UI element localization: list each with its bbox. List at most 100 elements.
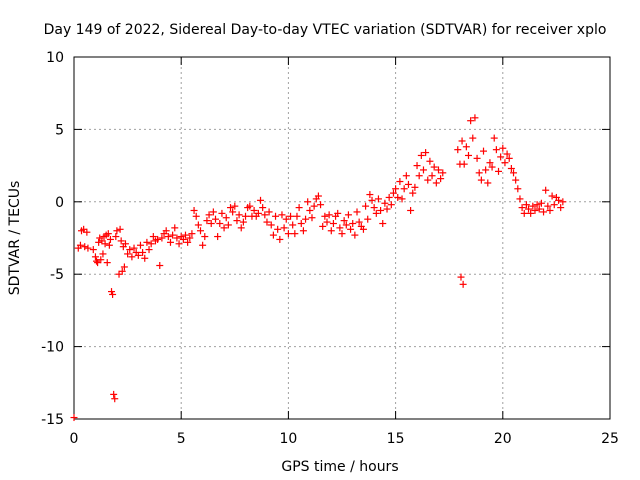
data-point bbox=[242, 212, 250, 220]
data-point bbox=[269, 231, 277, 239]
data-point bbox=[422, 149, 430, 157]
data-point bbox=[492, 146, 500, 154]
data-point bbox=[214, 233, 222, 241]
data-point bbox=[246, 202, 254, 210]
data-point bbox=[555, 196, 563, 204]
y-tick-label: -15 bbox=[41, 412, 64, 428]
data-point bbox=[387, 201, 395, 209]
data-point bbox=[175, 240, 183, 248]
data-point bbox=[287, 212, 295, 220]
data-point bbox=[392, 185, 400, 193]
data-point bbox=[278, 211, 286, 219]
data-point bbox=[394, 193, 402, 201]
data-point bbox=[237, 224, 245, 232]
data-point bbox=[145, 246, 153, 254]
data-point bbox=[103, 259, 111, 267]
data-point bbox=[529, 202, 537, 210]
data-markers bbox=[70, 114, 567, 422]
data-point bbox=[263, 218, 271, 226]
data-point bbox=[338, 230, 346, 238]
data-point bbox=[385, 193, 393, 201]
data-point bbox=[254, 209, 262, 217]
data-point bbox=[327, 227, 335, 235]
y-tick-label: 5 bbox=[55, 122, 64, 138]
data-point bbox=[218, 209, 226, 217]
data-point bbox=[434, 166, 442, 174]
data-point bbox=[291, 230, 299, 238]
data-point bbox=[381, 199, 389, 207]
data-point bbox=[314, 192, 322, 200]
data-point bbox=[520, 209, 528, 217]
data-point bbox=[203, 217, 211, 225]
data-point bbox=[111, 395, 119, 403]
data-point bbox=[430, 163, 438, 171]
data-point bbox=[321, 212, 329, 220]
data-point bbox=[143, 238, 151, 246]
data-point bbox=[216, 220, 224, 228]
gridlines bbox=[74, 57, 610, 419]
data-point bbox=[188, 230, 196, 238]
x-tick-label: 20 bbox=[494, 431, 512, 447]
data-point bbox=[437, 175, 445, 183]
data-point bbox=[503, 150, 511, 158]
data-point bbox=[439, 169, 447, 177]
data-point bbox=[257, 196, 265, 204]
data-point bbox=[402, 172, 410, 180]
data-point bbox=[366, 191, 374, 199]
data-point bbox=[109, 290, 117, 298]
data-point bbox=[83, 228, 91, 236]
chart-title: Day 149 of 2022, Sidereal Day-to-day VTE… bbox=[44, 22, 607, 38]
data-point bbox=[201, 233, 209, 241]
data-point bbox=[231, 202, 239, 210]
data-point bbox=[227, 204, 235, 212]
data-point bbox=[548, 192, 556, 200]
data-point bbox=[272, 212, 280, 220]
data-point bbox=[136, 241, 144, 249]
data-point bbox=[490, 134, 498, 142]
data-point bbox=[295, 204, 303, 212]
data-point bbox=[101, 240, 109, 248]
data-point bbox=[325, 211, 333, 219]
data-point bbox=[540, 208, 548, 216]
data-point bbox=[116, 225, 124, 233]
data-point bbox=[209, 208, 217, 216]
data-point bbox=[535, 205, 543, 213]
data-point bbox=[550, 201, 558, 209]
data-point bbox=[112, 233, 120, 241]
data-point bbox=[497, 153, 505, 161]
data-point bbox=[480, 147, 488, 155]
data-point bbox=[259, 204, 267, 212]
data-point bbox=[407, 206, 415, 214]
data-point bbox=[518, 204, 526, 212]
data-point bbox=[413, 162, 421, 170]
data-point bbox=[477, 176, 485, 184]
data-point bbox=[424, 176, 432, 184]
data-point bbox=[117, 237, 125, 245]
data-point bbox=[106, 235, 114, 243]
data-point bbox=[368, 196, 376, 204]
data-point bbox=[97, 256, 105, 264]
data-point bbox=[104, 230, 112, 238]
axis-ticks bbox=[73, 56, 611, 420]
data-point bbox=[488, 163, 496, 171]
x-tick-label: 15 bbox=[387, 431, 405, 447]
data-point bbox=[542, 186, 550, 194]
data-point bbox=[484, 179, 492, 187]
data-point bbox=[222, 214, 230, 222]
data-point bbox=[229, 208, 237, 216]
data-point bbox=[134, 251, 142, 259]
data-point bbox=[501, 159, 509, 167]
data-point bbox=[130, 244, 138, 252]
data-point bbox=[372, 209, 380, 217]
x-tick-label: 10 bbox=[279, 431, 297, 447]
data-point bbox=[537, 199, 545, 207]
data-point bbox=[364, 215, 372, 223]
x-tick-label: 0 bbox=[70, 431, 79, 447]
data-point bbox=[110, 390, 118, 398]
data-point bbox=[274, 225, 282, 233]
data-point bbox=[398, 195, 406, 203]
data-point bbox=[411, 183, 419, 191]
data-point bbox=[147, 240, 155, 248]
data-point bbox=[426, 157, 434, 165]
